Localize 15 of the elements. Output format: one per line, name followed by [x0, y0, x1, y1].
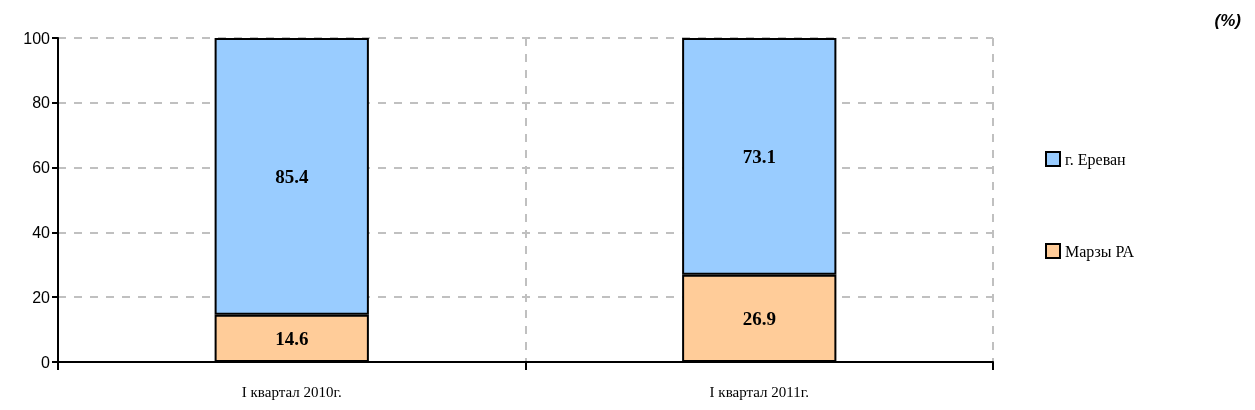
- legend-label: Марзы РА: [1065, 242, 1135, 261]
- text: (%): [1214, 11, 1242, 30]
- y-tick-label: 60: [32, 159, 51, 177]
- legend-label: г. Ереван: [1065, 150, 1127, 169]
- y-tick-label: 0: [41, 353, 51, 371]
- data-label: 85.4: [275, 165, 309, 187]
- data-label: 14.6: [275, 327, 309, 349]
- x-tick-label: I квартал 2010г.: [241, 383, 342, 400]
- x-tick-label: I квартал 2011г.: [709, 383, 809, 400]
- y-tick-label: 100: [23, 29, 51, 47]
- data-label: 26.9: [742, 307, 776, 329]
- data-label: 73.1: [742, 145, 776, 167]
- y-tick-label: 20: [32, 288, 51, 306]
- y-tick-label: 40: [32, 223, 51, 241]
- y-tick-label: 80: [32, 94, 51, 112]
